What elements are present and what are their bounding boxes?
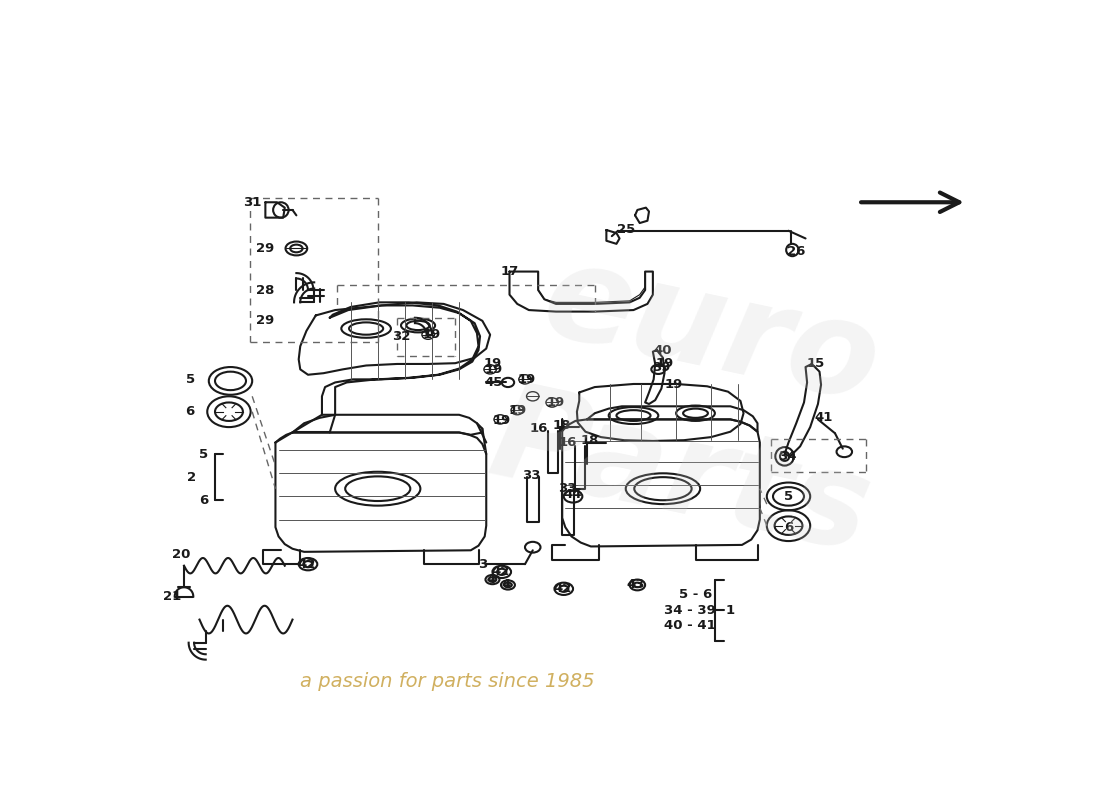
Text: 21: 21	[163, 590, 182, 603]
Text: 15: 15	[806, 358, 825, 370]
Text: 31: 31	[243, 196, 262, 209]
Text: 6: 6	[784, 521, 793, 534]
Text: 29: 29	[256, 242, 275, 255]
Text: 17: 17	[500, 265, 518, 278]
Text: 19: 19	[517, 373, 536, 386]
Text: 42: 42	[297, 558, 316, 570]
Text: 19: 19	[664, 378, 683, 391]
Text: 45: 45	[485, 376, 503, 389]
Text: a passion for parts since 1985: a passion for parts since 1985	[300, 672, 595, 690]
Text: 5: 5	[199, 447, 208, 461]
Text: 39: 39	[652, 362, 671, 374]
Text: 33: 33	[522, 469, 540, 482]
Text: 41: 41	[814, 411, 833, 424]
Text: 28: 28	[256, 283, 275, 297]
Text: 19: 19	[656, 358, 673, 370]
Text: 34: 34	[778, 450, 796, 463]
Text: 42: 42	[553, 582, 571, 595]
Text: 34 - 39: 34 - 39	[664, 604, 716, 617]
Text: 18: 18	[553, 419, 571, 432]
Text: 19: 19	[485, 363, 503, 376]
Text: 4: 4	[502, 578, 512, 591]
Text: 26: 26	[788, 245, 805, 258]
Text: 19: 19	[483, 358, 502, 370]
Text: 20: 20	[172, 548, 190, 561]
Text: 16: 16	[530, 422, 548, 435]
Text: 33: 33	[559, 482, 576, 495]
Text: 32: 32	[392, 330, 410, 342]
Text: 18: 18	[580, 434, 598, 447]
Text: 44: 44	[564, 488, 582, 502]
Text: 29: 29	[256, 314, 275, 327]
Text: 42: 42	[491, 566, 509, 578]
Text: 2: 2	[187, 470, 196, 484]
Text: 19: 19	[547, 396, 565, 409]
Text: 16: 16	[559, 436, 576, 449]
Text: 6: 6	[186, 405, 195, 418]
Text: 19: 19	[508, 404, 527, 417]
Text: 40: 40	[653, 344, 672, 357]
Text: 6: 6	[199, 494, 208, 506]
Text: 5: 5	[784, 490, 793, 503]
Text: 43: 43	[627, 578, 645, 591]
Text: 1: 1	[726, 604, 735, 617]
Text: 25: 25	[617, 223, 635, 237]
Text: 19: 19	[493, 414, 510, 427]
Text: 40 - 41: 40 - 41	[664, 619, 716, 632]
Text: 4: 4	[486, 573, 495, 586]
Text: 3: 3	[477, 558, 487, 570]
Text: euro
Parts: euro Parts	[480, 230, 912, 578]
Text: 19: 19	[422, 328, 441, 341]
Text: 5 - 6: 5 - 6	[679, 589, 712, 602]
Text: 5: 5	[186, 373, 195, 386]
